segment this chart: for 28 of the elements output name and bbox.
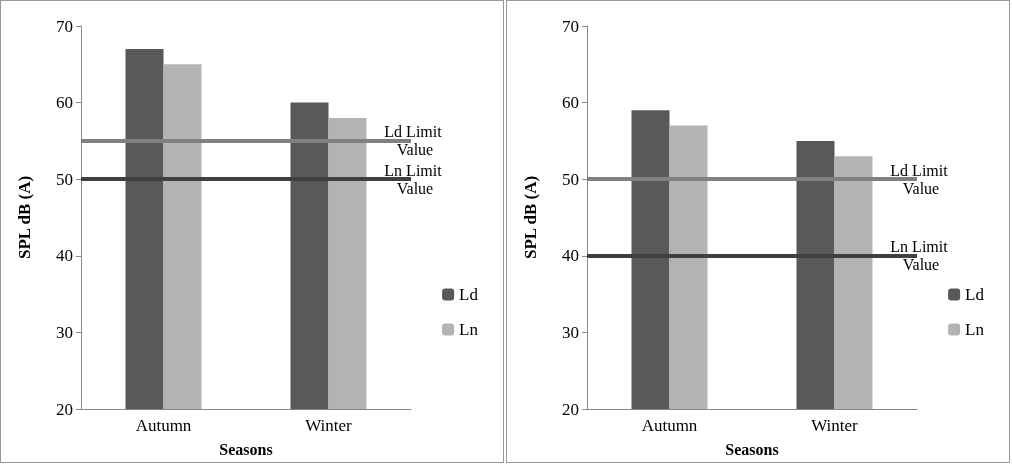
x-tick-label: Winter <box>305 416 353 435</box>
y-tick-label: 20 <box>562 399 579 419</box>
y-tick-label: 40 <box>562 246 579 266</box>
x-tick-label: Autumn <box>641 416 698 435</box>
y-tick-label: 50 <box>562 169 579 189</box>
y-tick-label: 60 <box>56 93 73 113</box>
y-tick-label: 30 <box>562 322 579 342</box>
legend-label: Ln <box>459 320 479 339</box>
y-tick-label: 20 <box>56 399 73 419</box>
y-tick-label: 50 <box>56 169 73 189</box>
legend-label: Ld <box>459 285 479 304</box>
ref-line-label: Ln Limit Value <box>384 161 446 197</box>
y-tick-label: 40 <box>56 246 73 266</box>
y-axis-title: SPL dB (A) <box>15 175 34 260</box>
x-axis-title: Seasons <box>725 440 779 458</box>
y-tick-label: 70 <box>562 16 579 36</box>
y-axis-title: SPL dB (A) <box>521 175 540 260</box>
x-axis-title: Seasons <box>219 440 273 458</box>
legend-label: Ld <box>965 285 985 304</box>
legend-label: Ln <box>965 320 985 339</box>
y-tick-label: 60 <box>562 93 579 113</box>
x-tick-label: Autumn <box>135 416 192 435</box>
ref-line-label: Ld Limit Value <box>890 161 952 197</box>
y-tick-label: 30 <box>56 322 73 342</box>
y-tick-label: 70 <box>56 16 73 36</box>
ref-line-label: Ld Limit Value <box>384 123 446 159</box>
x-tick-label: Winter <box>811 416 859 435</box>
ref-line-label: Ln Limit Value <box>890 238 952 274</box>
